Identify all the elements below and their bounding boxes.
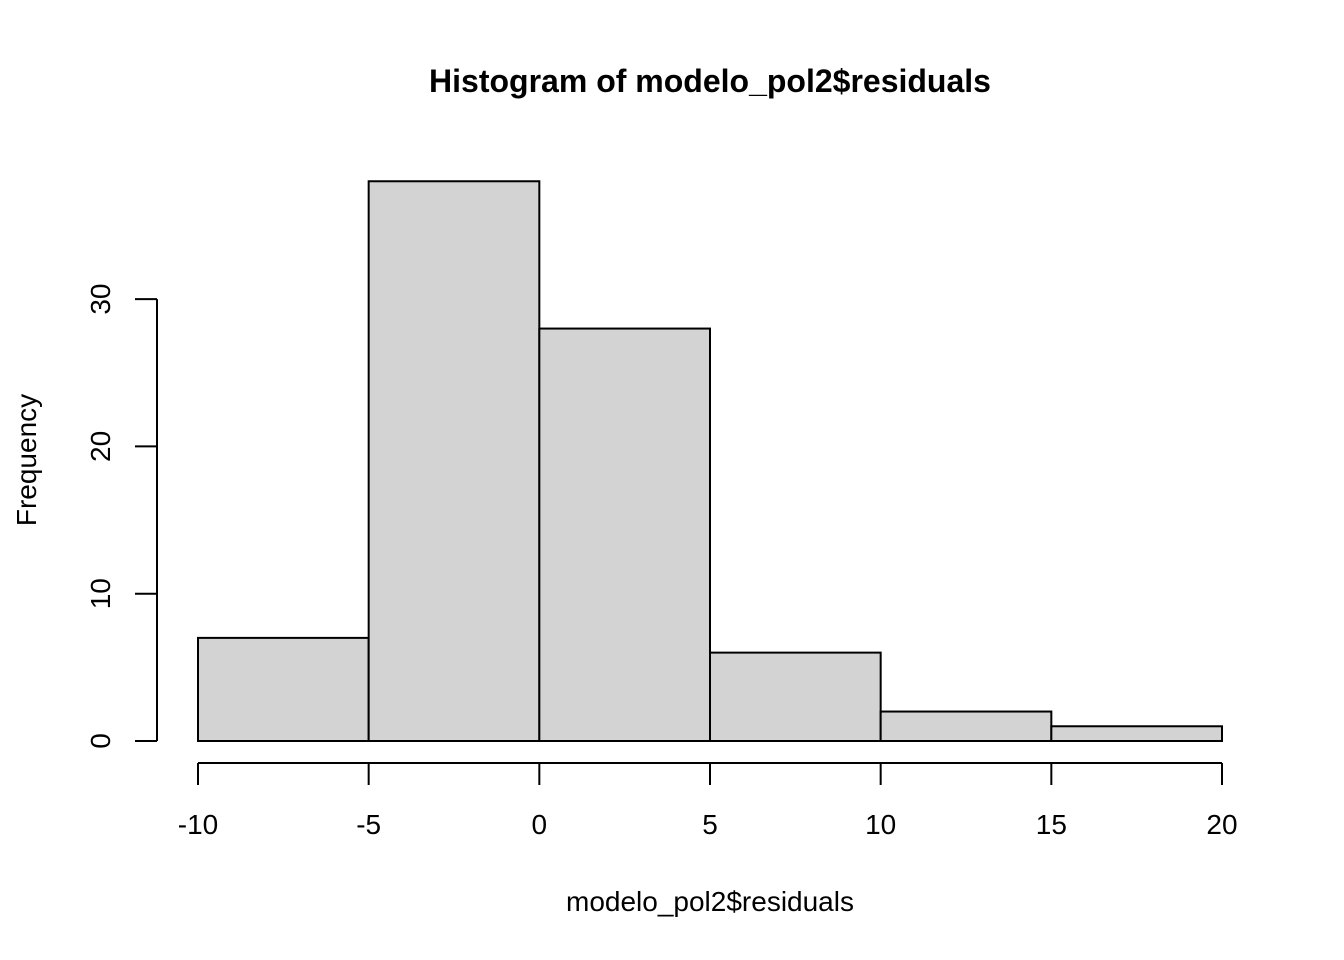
y-axis-label: Frequency: [11, 394, 42, 526]
x-tick-label: -5: [356, 809, 381, 840]
x-tick-label: 5: [702, 809, 718, 840]
x-tick-label: 15: [1036, 809, 1067, 840]
x-tick-label: 10: [865, 809, 896, 840]
histogram-bar-2: [538, 327, 711, 742]
chart-title: Histogram of modelo_pol2$residuals: [429, 63, 991, 99]
y-tick-label: 10: [85, 578, 116, 609]
y-tick-label: 30: [85, 284, 116, 315]
histogram-bar-5: [1050, 725, 1224, 743]
x-axis: -10 -5 0 5 10 15 20: [178, 762, 1238, 840]
y-tick-label: 0: [85, 733, 116, 749]
y-tick-label: 20: [85, 431, 116, 462]
x-axis-label: modelo_pol2$residuals: [566, 886, 854, 917]
histogram-bar-3: [709, 651, 882, 742]
y-axis: 0 10 20 30: [85, 284, 158, 749]
histogram-bar-1: [367, 180, 541, 742]
x-tick-label: 20: [1206, 809, 1237, 840]
x-tick-label: 0: [532, 809, 548, 840]
histogram-bar-0: [197, 636, 370, 743]
bars-layer: [197, 180, 1224, 743]
x-tick-label: -10: [178, 809, 218, 840]
histogram-bar-4: [879, 710, 1053, 742]
